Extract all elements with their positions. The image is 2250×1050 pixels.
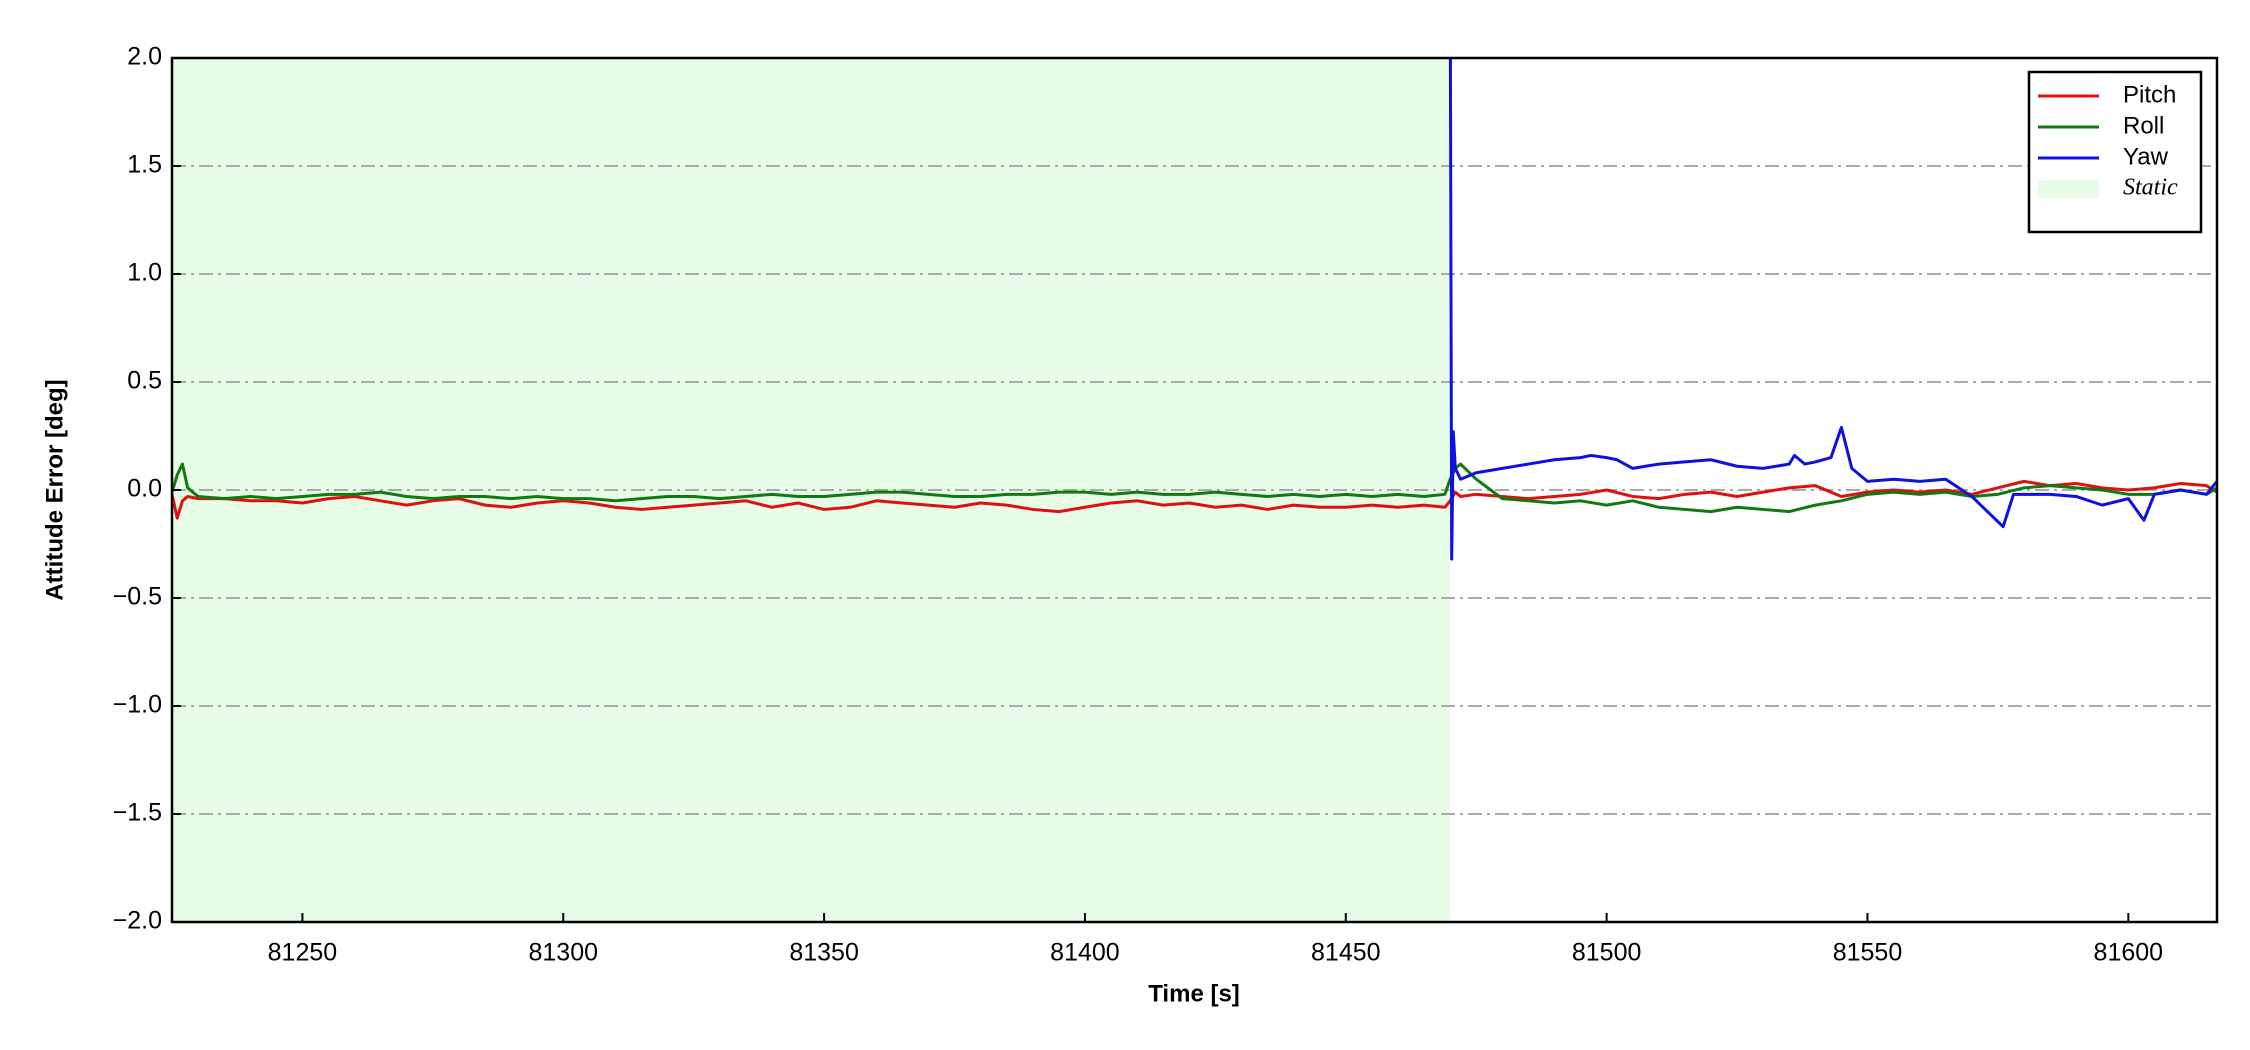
series-line [1448, 58, 2217, 561]
y-tick-label: 1.0 [127, 259, 162, 287]
plot-frame [170, 56, 2219, 924]
y-tick-label: 0.5 [127, 367, 162, 395]
x-tick-label: 81600 [2094, 939, 2164, 967]
plot-frame: −2.0 −1.5 −1.0 −0.5 0.0 0.5 1.0 1.5 2.0 81250 8130… [113, 43, 2219, 967]
y-tick-label: −2.0 [113, 907, 162, 935]
x-tick-label: 81450 [1311, 939, 1381, 967]
y-tick-label: 2.0 [127, 43, 162, 71]
x-axis-label: Time [s] [1148, 980, 1240, 1007]
y-axis-label: Attitude Error [deg] [41, 379, 68, 600]
y-tick-label: −0.5 [113, 583, 162, 611]
plot-lines [172, 58, 2217, 561]
y-tick-label: 0.0 [127, 475, 162, 503]
legend-label: Static [2123, 175, 2178, 201]
y-tick-label: −1.5 [113, 799, 162, 827]
x-tick-label: 81300 [528, 939, 598, 967]
x-tick-label: 81400 [1050, 939, 1120, 967]
legend-box [2027, 70, 2203, 234]
x-tick-label: 81500 [1572, 939, 1642, 967]
y-tick-label: 1.5 [127, 151, 162, 179]
series-line [172, 479, 2217, 520]
y-tick-label: −1.0 [113, 691, 162, 719]
x-tick-label: 81250 [268, 939, 338, 967]
x-tick-label: 81550 [1833, 939, 1903, 967]
legend-patch [2038, 180, 2099, 198]
legend-label: Pitch [2123, 81, 2176, 108]
legend-label: Roll [2123, 112, 2164, 139]
series-line [172, 462, 2217, 514]
legend-label: Yaw [2123, 143, 2169, 170]
plot-background [172, 57, 2217, 923]
x-tick-label: 81350 [789, 939, 859, 967]
